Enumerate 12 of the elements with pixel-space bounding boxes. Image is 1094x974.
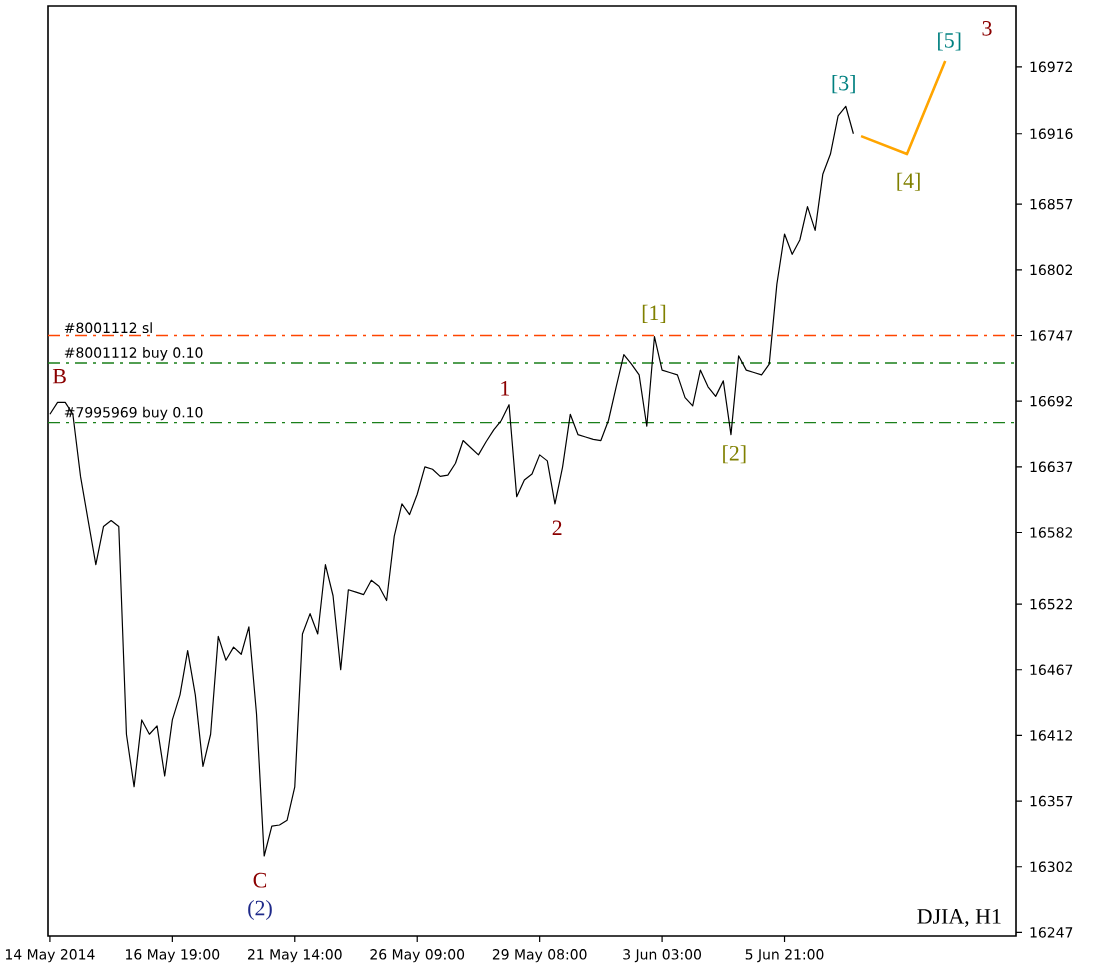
annotation: [1] xyxy=(642,304,666,323)
annotation: C xyxy=(253,872,267,888)
annotation: (2) xyxy=(248,900,272,920)
annotation: [5] xyxy=(938,32,961,51)
annotation: B xyxy=(52,368,66,384)
annotation: [3] xyxy=(832,75,855,94)
annotation: 3 xyxy=(982,20,992,36)
annotation: [4] xyxy=(897,172,920,191)
annotation: [2] xyxy=(723,445,746,464)
annotation: 2 xyxy=(552,520,562,535)
annotation: DJIA, H1 xyxy=(917,909,1001,927)
annotation: 1 xyxy=(501,380,510,396)
